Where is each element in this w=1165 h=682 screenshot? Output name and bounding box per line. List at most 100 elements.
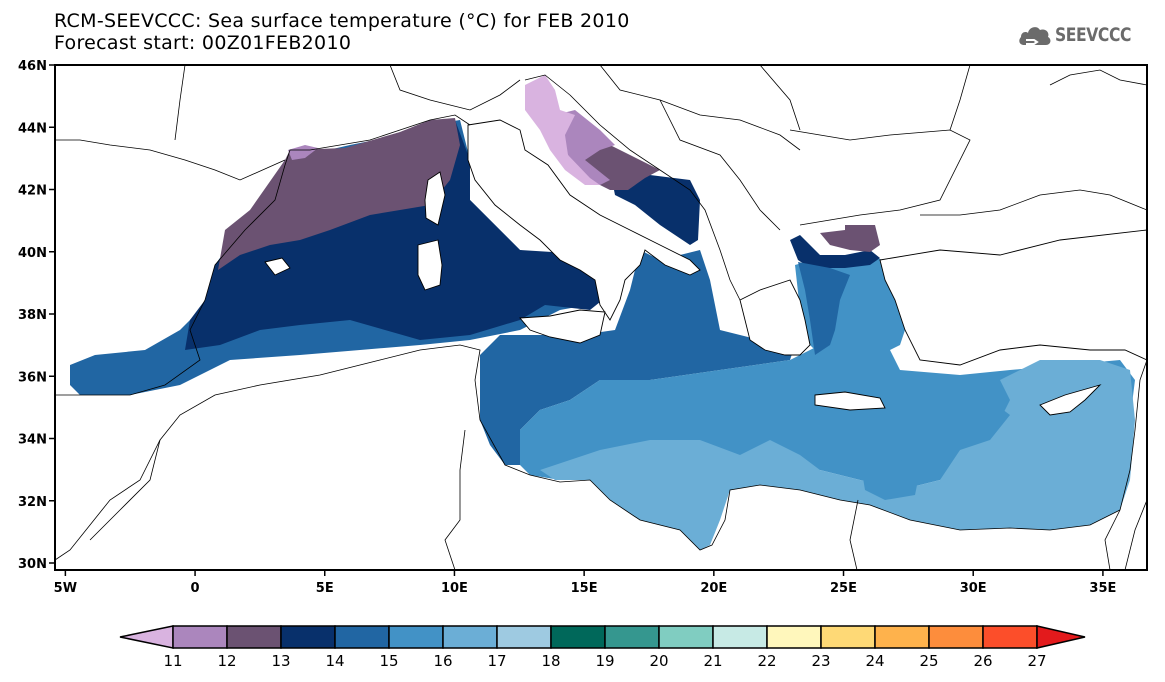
land-turkey-anatolia	[879, 229, 1147, 366]
colorbar-label: 19	[595, 652, 614, 670]
border-balkans-2	[659, 99, 781, 231]
colorbar-swatch	[874, 625, 930, 649]
sst-region-levantine-warm-patch	[890, 400, 1010, 480]
seevccc-logo: SEEVCCC	[1018, 23, 1148, 47]
axes: 5W 0 5E 10E 15E 20E 25E 30E 35E 46N 44N 42N 40N 38N 36…	[18, 59, 1116, 596]
colorbar-swatch	[928, 625, 984, 649]
borders	[55, 65, 1147, 570]
land-italy	[467, 119, 701, 321]
land-mallorca	[264, 257, 291, 276]
colorbar-label: 26	[973, 652, 992, 670]
sst-region-tyrrhenian-balearic	[185, 120, 615, 350]
sst-region-gulf-of-lion-cold	[288, 145, 318, 160]
colorbar-label: 25	[919, 652, 938, 670]
border-balkans-1	[599, 65, 801, 151]
colorbar-under-arrow	[119, 625, 174, 649]
land-sardinia	[417, 239, 443, 291]
coast-levant	[1119, 359, 1147, 511]
colorbar-label: 13	[271, 652, 290, 670]
colorbar-swatch	[658, 625, 714, 649]
lon-tick-label: 30E	[960, 581, 987, 596]
lat-tick-label: 32N	[18, 495, 47, 510]
lat-tick-label: 30N	[18, 557, 47, 572]
sst-region-gulf-of-lion	[218, 118, 460, 270]
sst-region-northern-adriatic	[525, 75, 600, 185]
lat-tick-label: 42N	[18, 184, 47, 199]
lon-tick-label: 25E	[830, 581, 857, 596]
coast-north-africa	[55, 344, 1121, 561]
colorbar-swatch	[388, 625, 444, 649]
land-crete	[814, 391, 886, 411]
colorbar-label: 21	[703, 652, 722, 670]
forecast-start-subtitle: Forecast start: 00Z01FEB2010	[54, 32, 352, 54]
colorbar-swatch	[550, 625, 606, 649]
coast-iberia-france	[55, 114, 471, 396]
lon-tick-label: 15E	[571, 581, 598, 596]
colorbar-swatch	[820, 625, 876, 649]
chart-title: RCM-SEEVCCC: Sea surface temperature (°C…	[54, 10, 630, 32]
colorbar-swatch	[172, 625, 228, 649]
border-morocco-algeria	[89, 439, 161, 541]
lat-tick-label: 34N	[18, 433, 47, 448]
colorbar-label: 18	[541, 652, 560, 670]
lat-tick-label: 40N	[18, 246, 47, 261]
colorbar-label: 15	[379, 652, 398, 670]
colorbar-label: 22	[757, 652, 776, 670]
border-jordan	[1124, 499, 1147, 570]
lon-tick-label: 20E	[700, 581, 727, 596]
colorbar-swatch	[982, 625, 1038, 649]
land-cyprus	[1039, 384, 1102, 416]
lon-tick-label: 35E	[1089, 581, 1116, 596]
colorbar-label: 23	[811, 652, 830, 670]
colorbar-label: 14	[325, 652, 344, 670]
coast-balkans	[524, 74, 741, 301]
border-egypt-israel	[1104, 509, 1121, 570]
colorbar: 11 12 13 14 15 16 17 18 19 20 21 22 23 24 25 26 27	[119, 625, 1086, 670]
coast-crimea	[1049, 69, 1147, 86]
colorbar-swatch	[604, 625, 660, 649]
coastlines	[264, 119, 1147, 416]
lat-tick-label: 38N	[18, 308, 47, 323]
sst-region-north-aegean	[790, 235, 880, 268]
colorbar-label: 27	[1027, 652, 1046, 670]
lat-tick-label: 36N	[18, 370, 47, 385]
sst-region-aegean-west	[798, 262, 850, 355]
colorbar-swatch	[766, 625, 822, 649]
border-romania	[759, 65, 801, 131]
colorbar-label: 24	[865, 652, 884, 670]
sst-region-strait-of-sicily	[480, 250, 800, 465]
colorbar-label: 20	[649, 652, 668, 670]
colorbar-swatch	[442, 625, 498, 649]
sst-region-marmara-thermaic	[820, 225, 880, 252]
colorbar-label: 12	[217, 652, 236, 670]
colorbar-label: 17	[487, 652, 506, 670]
border-tunisia-algeria	[444, 429, 466, 570]
border-france-north	[174, 65, 186, 141]
land-sicily	[519, 309, 606, 344]
colorbar-swatch	[334, 625, 390, 649]
coast-black-sea-south	[920, 189, 1147, 216]
sst-region-southern-adriatic	[610, 170, 700, 245]
border-bulgaria	[789, 129, 971, 226]
sst-region-adriatic-mid	[555, 110, 615, 185]
sst-region-ionian-south-tongue	[860, 455, 920, 500]
sst-region-levantine	[540, 360, 1135, 550]
border-libya-egypt	[849, 499, 859, 570]
lon-tick-label: 0	[191, 581, 200, 596]
border-alps	[389, 65, 521, 111]
colorbar-over-arrow	[1036, 625, 1086, 649]
lat-tick-label: 44N	[18, 121, 47, 136]
lon-tick-label: 5E	[316, 581, 334, 596]
colorbar-label: 16	[433, 652, 452, 670]
colorbar-swatch	[712, 625, 768, 649]
colorbar-swatch	[280, 625, 336, 649]
colorbar-swatch	[226, 625, 282, 649]
coast-black-sea-west	[949, 65, 971, 131]
logo-text: SEEVCCC	[1055, 24, 1132, 46]
colorbar-label: 11	[163, 652, 182, 670]
lat-tick-label: 46N	[18, 59, 47, 74]
cloud-icon	[1019, 27, 1051, 45]
lon-tick-label: 5W	[54, 581, 77, 596]
border-france-spain	[55, 139, 286, 181]
plot-frame	[54, 64, 1148, 571]
